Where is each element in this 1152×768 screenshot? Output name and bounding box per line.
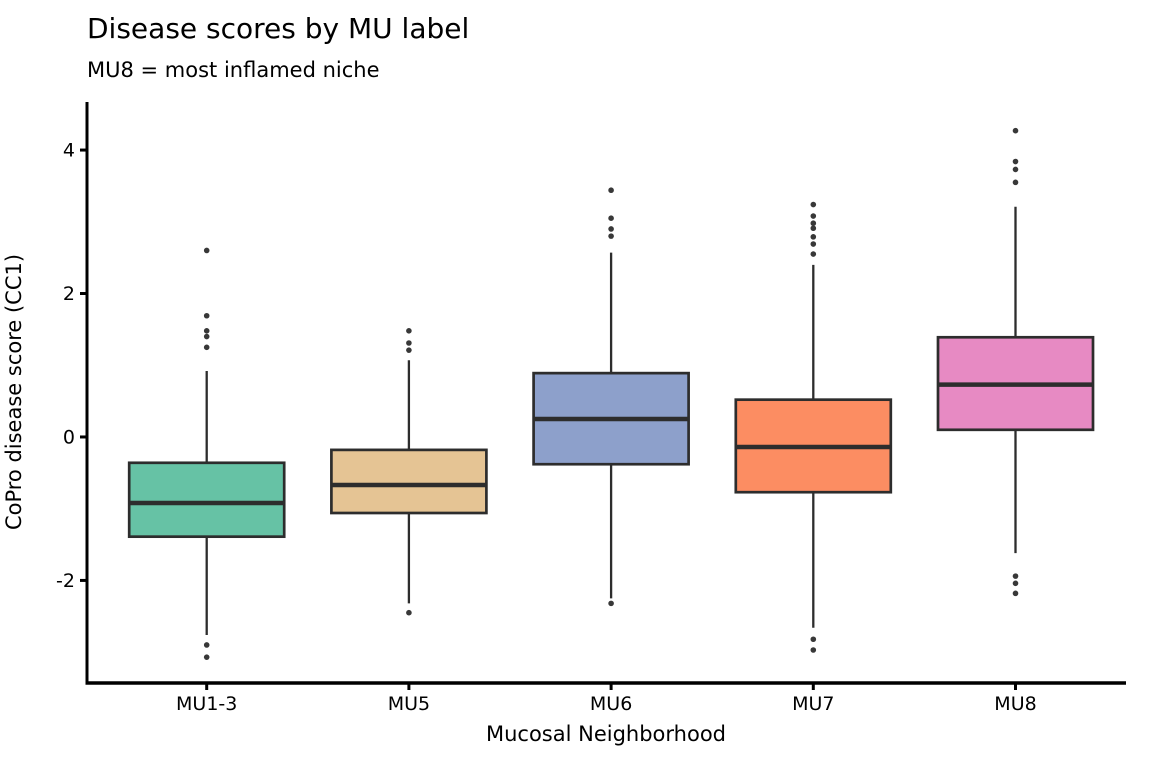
outlier-dot-MU8 bbox=[1012, 166, 1019, 173]
x-axis-label: Mucosal Neighborhood bbox=[485, 722, 727, 746]
outlier-dot-MU6 bbox=[608, 600, 614, 607]
chart-subtitle: MU8 = most inflamed niche bbox=[87, 58, 380, 82]
outlier-dot-MU7 bbox=[810, 234, 817, 240]
y-tick-label: -2 bbox=[56, 570, 75, 592]
outlier-dot-MU1-3 bbox=[203, 333, 210, 340]
outlier-dot-MU6 bbox=[608, 187, 614, 194]
outlier-dot-MU7 bbox=[810, 251, 817, 257]
outlier-dot-MU8 bbox=[1012, 573, 1019, 579]
outlier-dot-MU5 bbox=[406, 328, 412, 334]
outlier-dot-MU6 bbox=[608, 233, 614, 239]
outlier-dot-MU6 bbox=[608, 215, 614, 221]
outlier-dot-MU7 bbox=[810, 647, 817, 653]
outlier-dot-MU8 bbox=[1012, 590, 1019, 597]
outlier-dot-MU1-3 bbox=[203, 654, 210, 660]
outlier-dot-MU5 bbox=[406, 347, 412, 353]
y-tick-label: 4 bbox=[63, 140, 75, 162]
outlier-dot-MU8 bbox=[1012, 127, 1019, 134]
chart-title: Disease scores by MU label bbox=[87, 12, 470, 45]
outlier-dot-MU5 bbox=[406, 340, 412, 346]
x-tick-label-MU8: MU8 bbox=[994, 693, 1036, 715]
outlier-dot-MU7 bbox=[810, 201, 817, 208]
x-tick-label-MU1-3: MU1-3 bbox=[176, 693, 237, 715]
outlier-dot-MU8 bbox=[1012, 158, 1019, 165]
outlier-dot-MU1-3 bbox=[203, 344, 210, 351]
outlier-dot-MU7 bbox=[810, 636, 817, 643]
box-MU1-3 bbox=[127, 461, 286, 539]
x-tick-label-MU5: MU5 bbox=[388, 693, 430, 715]
outlier-dot-MU1-3 bbox=[203, 312, 210, 319]
box-MU5 bbox=[330, 448, 488, 515]
outlier-dot-MU1-3 bbox=[203, 328, 210, 334]
outlier-dot-MU7 bbox=[810, 220, 817, 227]
y-tick-label: 0 bbox=[63, 426, 75, 448]
x-tick-label-MU6: MU6 bbox=[590, 693, 632, 715]
outlier-dot-MU1-3 bbox=[203, 247, 210, 254]
outlier-dot-MU6 bbox=[608, 226, 614, 232]
outlier-dot-MU7 bbox=[810, 213, 817, 219]
outlier-dot-MU5 bbox=[406, 609, 412, 616]
outlier-dot-MU1-3 bbox=[203, 642, 210, 648]
outlier-dot-MU8 bbox=[1012, 179, 1019, 186]
x-tick-label-MU7: MU7 bbox=[792, 693, 834, 715]
outlier-dot-MU7 bbox=[810, 225, 817, 232]
outlier-dot-MU8 bbox=[1012, 580, 1019, 587]
outlier-dot-MU7 bbox=[810, 241, 817, 247]
y-tick-label: 2 bbox=[63, 283, 75, 305]
